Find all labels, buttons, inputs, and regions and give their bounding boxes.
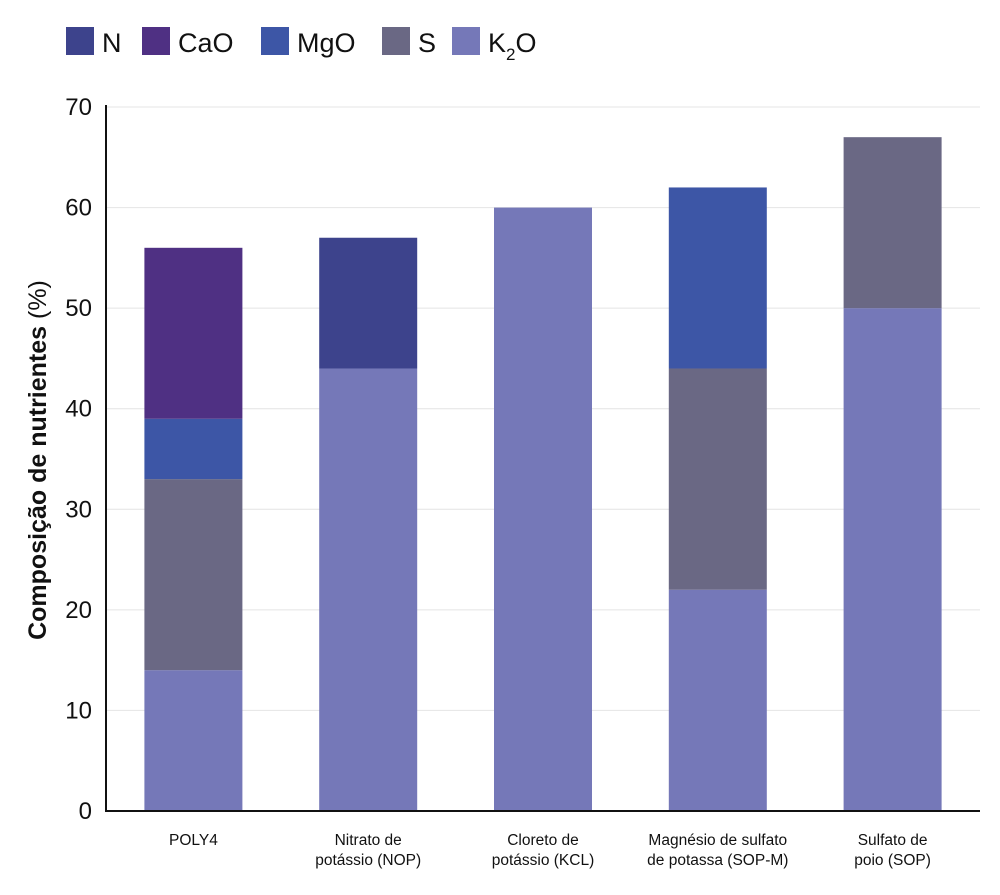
bar-segment-s-4 (668, 368, 767, 590)
legend-item-n: N (66, 27, 122, 58)
legend-label-n: N (102, 28, 122, 58)
y-tick-label: 60 (65, 195, 92, 222)
bar-segment-mgo-4 (668, 187, 767, 369)
bar-segment-k2o-5 (843, 308, 942, 811)
bar-segment-k2o-2 (319, 368, 418, 811)
y-axis-title-main: Composição de nutrientes (24, 326, 52, 640)
y-tick-label: 10 (65, 697, 92, 724)
x-category-label-line: potássio (KCL) (492, 852, 595, 869)
legend-label-s: S (418, 28, 436, 58)
legend-label-subscript: 2 (506, 45, 515, 64)
bar-segment-k2o-1 (144, 670, 243, 811)
legend-label-k2o: K2O (488, 28, 537, 64)
legend-swatch-k2o (452, 27, 480, 55)
legend-item-mgo: MgO (261, 27, 356, 58)
legend-swatch-mgo (261, 27, 289, 55)
x-category-label: Sulfato de poio (SOP) (854, 832, 931, 869)
bars (144, 137, 942, 812)
axes (105, 105, 980, 812)
legend-label-tail: O (515, 28, 536, 58)
y-axis-title-unit: (%) (24, 280, 52, 319)
legend-label-mgo: MgO (297, 28, 356, 58)
y-tick-label: 20 (65, 597, 92, 624)
x-category-label: Nitrato de potássio (NOP) (315, 832, 421, 869)
bar-segment-k2o-3 (494, 207, 592, 812)
y-tick-label: 50 (65, 295, 92, 322)
y-tick-label: 70 (65, 94, 92, 121)
legend-item-k2o: K2O (452, 27, 537, 64)
legend-swatch-cao (142, 27, 170, 55)
x-category-label-line: potássio (NOP) (315, 852, 421, 869)
legend: N CaO MgO S K2O (66, 27, 537, 64)
x-category-label: Cloreto de potássio (KCL) (492, 832, 595, 869)
bar-segment-s-5 (843, 137, 942, 309)
legend-label-main: N (102, 28, 122, 58)
x-category-label: POLY4 (169, 832, 218, 849)
x-category-label-line: Nitrato de (335, 832, 402, 849)
legend-swatch-n (66, 27, 94, 55)
legend-item-s: S (382, 27, 436, 58)
bar-segment-s-1 (144, 479, 243, 671)
bar-segment-cao-1 (144, 247, 243, 419)
bar-segment-mgo-1 (144, 418, 243, 480)
x-category-labels: POLY4 Nitrato de potássio (NOP) Cloreto de p… (169, 832, 931, 869)
legend-label-main: CaO (178, 28, 234, 58)
x-category-label-line: de potassa (SOP-M) (647, 852, 788, 869)
y-tick-label: 0 (79, 798, 92, 825)
legend-label-cao: CaO (178, 28, 234, 58)
x-category-label-line: POLY4 (169, 832, 218, 849)
bar-segment-k2o-4 (668, 589, 767, 811)
legend-label-main: MgO (297, 28, 356, 58)
y-tick-label: 30 (65, 496, 92, 523)
legend-label-main: S (418, 28, 436, 58)
bar-segment-n-2 (319, 237, 418, 369)
legend-label-main: K (488, 28, 506, 58)
legend-swatch-s (382, 27, 410, 55)
y-axis-title: Composição de nutrientes (%) (24, 280, 52, 640)
x-category-label: Magnésio de sulfato de potassa (SOP-M) (647, 832, 788, 869)
x-category-label-line: Magnésio de sulfato (648, 832, 787, 849)
x-category-label-line: poio (SOP) (854, 852, 931, 869)
legend-item-cao: CaO (142, 27, 234, 58)
x-category-label-line: Sulfato de (858, 832, 928, 849)
x-category-label-line: Cloreto de (507, 832, 579, 849)
y-tick-label: 40 (65, 396, 92, 423)
y-tick-labels: 0 10 20 30 40 50 60 70 (65, 94, 92, 825)
